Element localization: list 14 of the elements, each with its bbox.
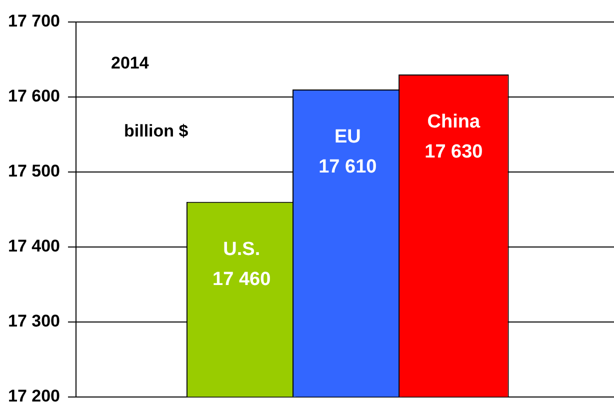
x-tick-label: U.S. <box>223 239 260 260</box>
y-tick-label: 17 600 <box>8 86 60 106</box>
x-tick-label: China <box>427 112 481 133</box>
y-tick-label: 17 200 <box>8 386 60 406</box>
y-tick-label: 17 400 <box>8 236 60 256</box>
x-tick-label: EU <box>334 126 361 148</box>
data-label: 17 460 <box>212 269 271 290</box>
data-label: 17 630 <box>424 142 483 163</box>
y-tick-label: 17 700 <box>8 12 60 31</box>
annotation: 2014 <box>110 54 150 73</box>
data-label: 17 610 <box>318 156 377 178</box>
y-tick-label: 17 500 <box>8 162 60 181</box>
annotation: billion $ <box>124 122 189 141</box>
y-tick-label: 17 300 <box>8 312 60 331</box>
